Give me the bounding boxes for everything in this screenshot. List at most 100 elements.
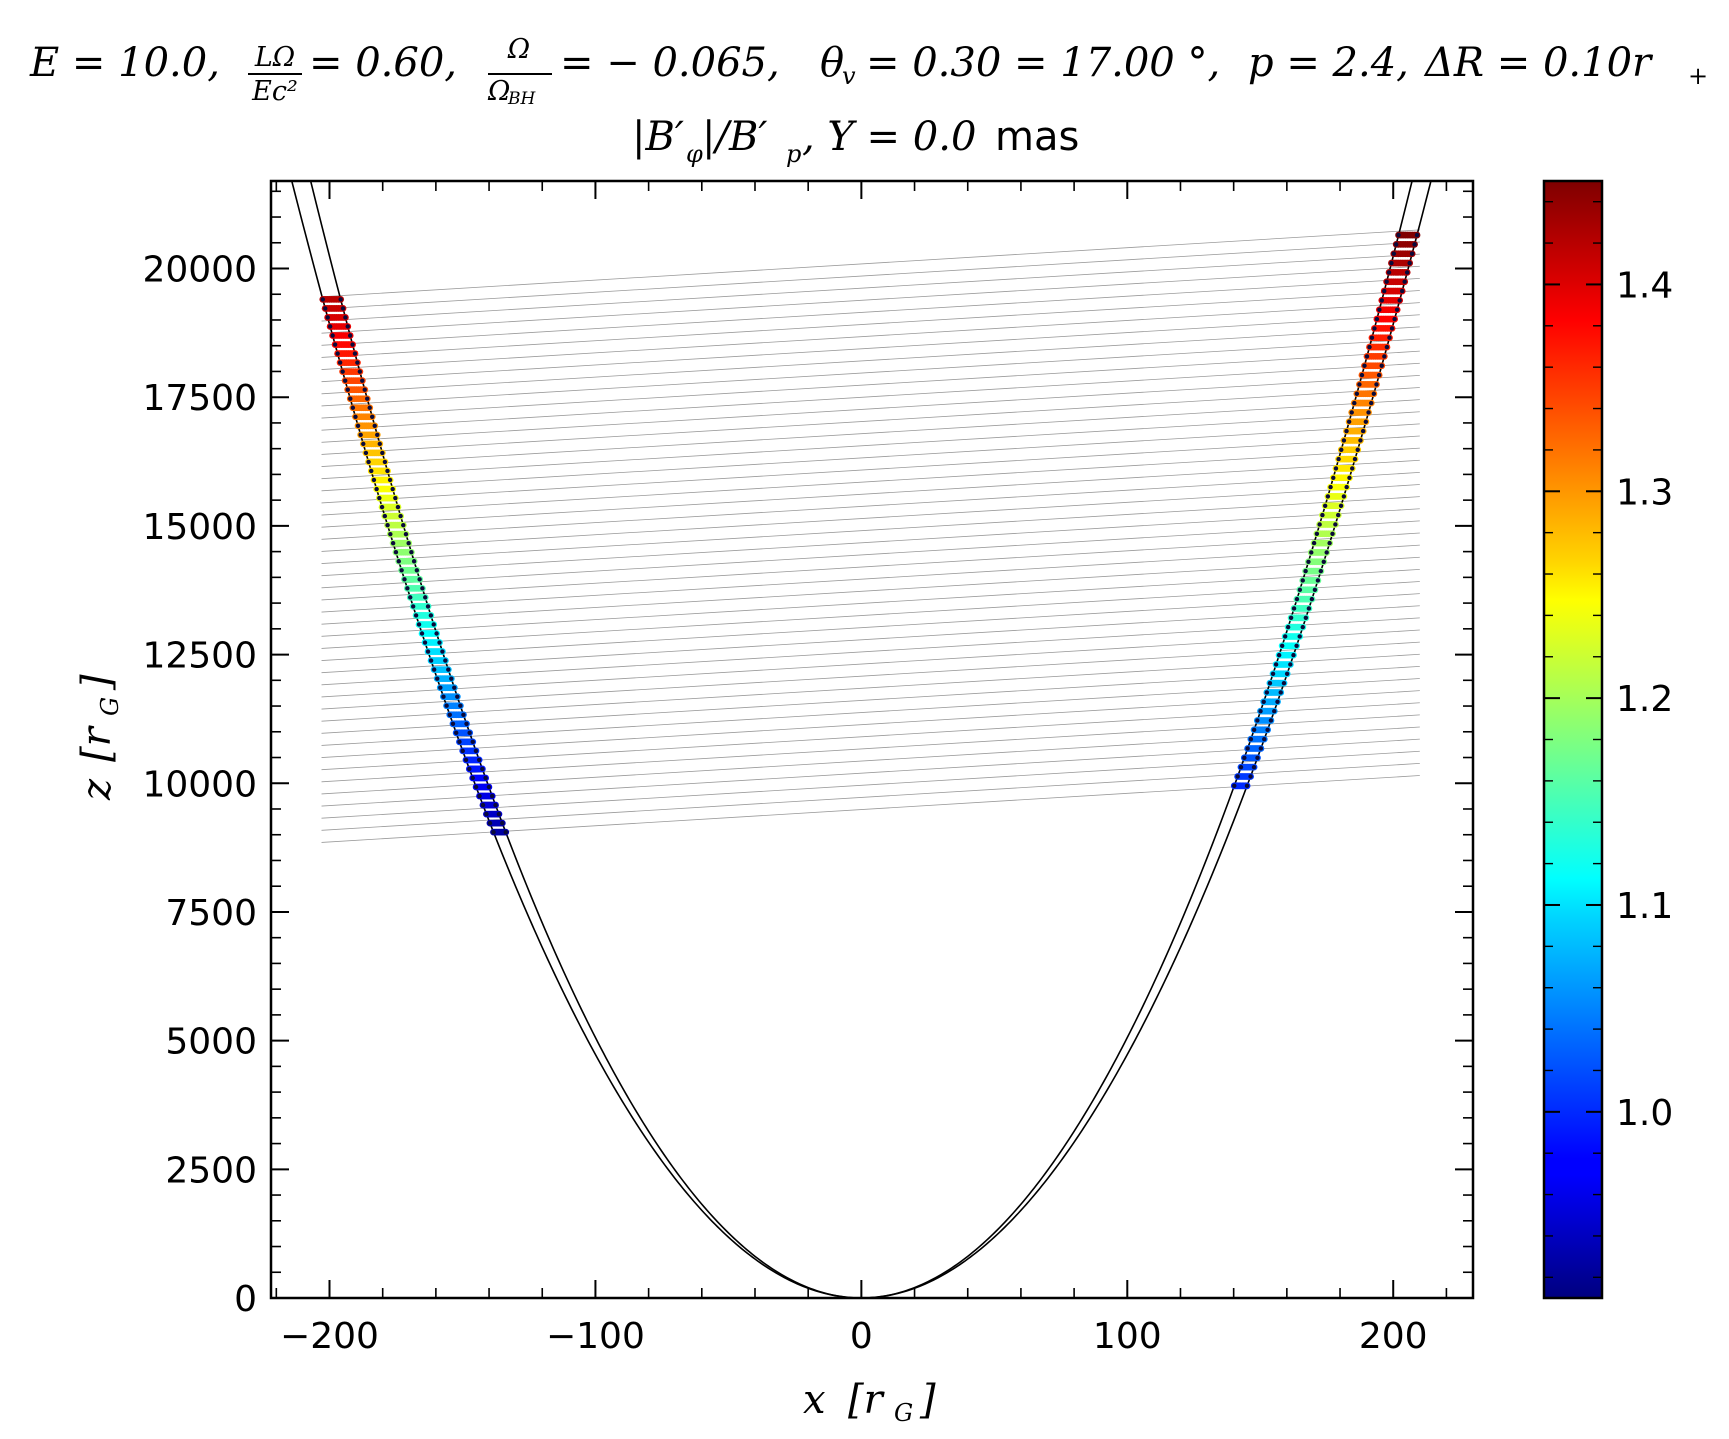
- right-branch-point-edge: [1338, 503, 1344, 508]
- sight-line: [321, 544, 1420, 613]
- left-branch-point-edge: [406, 540, 411, 546]
- colorbar-tick-label: 1.0: [1616, 1093, 1673, 1134]
- right-branch-point-edge: [1265, 727, 1270, 733]
- sight-line: [321, 629, 1420, 698]
- right-branch-point-edge: [1270, 671, 1276, 677]
- left-branch-point-edge: [327, 324, 333, 329]
- right-branch-point-edge: [1349, 410, 1354, 415]
- left-branch-point-edge: [398, 513, 403, 519]
- right-branch-point-edge: [1248, 736, 1254, 742]
- left-branch-point-edge: [484, 811, 489, 817]
- left-branch-point-edge: [496, 811, 502, 817]
- right-branch-point-edge: [1248, 774, 1253, 779]
- right-branch-point-edge: [1328, 484, 1333, 490]
- right-branch-point-edge: [1294, 596, 1300, 602]
- right-branch-point-edge: [1324, 550, 1329, 555]
- left-branch-point-edge: [443, 658, 448, 663]
- left-branch-point-edge: [410, 604, 416, 609]
- left-branch-point-edge: [323, 306, 328, 311]
- left-branch-point-edge: [444, 703, 449, 708]
- y-axis-ticks: 0 2500 5000 7500 10000 12500 15000 17500 20000: [142, 190, 1473, 1320]
- right-branch-point-edge: [1367, 344, 1372, 350]
- x-axis-label: x [r G ]: [803, 1377, 936, 1427]
- right-branch-point-edge: [1267, 680, 1273, 686]
- right-branch-point-edge: [1272, 708, 1277, 714]
- right-branch-point-edge: [1297, 634, 1302, 639]
- left-branch-point-edge: [409, 550, 414, 555]
- left-branch-point-edge: [435, 676, 440, 681]
- x-axis-label-unit-sub: G: [894, 1399, 913, 1427]
- right-branch-point-edge: [1372, 326, 1377, 331]
- left-branch-point-edge: [365, 396, 370, 401]
- sight-line: [321, 229, 1420, 298]
- title2-b-p-sub: p: [786, 140, 801, 168]
- sight-line: [321, 593, 1420, 661]
- left-branch-point-edge: [395, 504, 401, 510]
- title-angular-momentum-fraction: LΩ Ec²: [248, 42, 302, 107]
- y-tick-label: 7500: [165, 893, 257, 934]
- right-branch-point-edge: [1386, 270, 1392, 275]
- right-branch-point-edge: [1238, 764, 1244, 770]
- title-theta-sub: v: [842, 62, 856, 90]
- sight-line: [321, 556, 1420, 625]
- sight-line: [321, 605, 1420, 674]
- sight-line: [321, 569, 1420, 637]
- sight-line: [321, 641, 1420, 710]
- left-branch-point-edge: [377, 495, 382, 501]
- right-branch-point-edge: [1309, 550, 1314, 555]
- left-branch-point-edge: [458, 703, 463, 708]
- title-omega-numerator: Ω: [507, 34, 530, 65]
- left-branch-point-edge: [408, 595, 413, 600]
- sight-line: [321, 253, 1420, 322]
- y-tick-label: 15000: [142, 507, 257, 548]
- sight-line: [321, 459, 1420, 528]
- left-branch-point-edge: [464, 721, 469, 726]
- title-energy: E = 10.0,: [29, 40, 220, 86]
- left-branch-point-edge: [355, 423, 361, 429]
- left-branch-point-edge: [385, 522, 390, 528]
- left-branch-point-edge: [461, 712, 466, 717]
- left-branch-point-edge: [393, 550, 399, 555]
- left-branch-point-edge: [401, 522, 406, 528]
- left-branch-point-edge: [379, 504, 385, 510]
- right-branch-point-edge: [1354, 391, 1360, 396]
- left-branch-point-edge: [366, 459, 371, 465]
- right-branch-point-edge: [1232, 783, 1237, 789]
- right-branch-point-edge: [1312, 587, 1318, 592]
- emission-points-group: [319, 231, 1421, 836]
- title-omega-denominator-sub: BH: [507, 89, 536, 109]
- right-branch-point-edge: [1320, 512, 1325, 518]
- colorbar-tick-label: 1.2: [1616, 679, 1673, 720]
- x-axis-label-close: ]: [919, 1377, 936, 1423]
- plot-area: [290, 181, 1432, 1298]
- colorbar-ticks: 1.0 1.1 1.2 1.3 1.4: [1544, 200, 1673, 1279]
- sight-line: [321, 581, 1420, 649]
- right-branch-point-edge: [1389, 260, 1394, 266]
- right-branch-point-edge: [1392, 316, 1397, 322]
- left-branch-point-edge: [417, 577, 422, 582]
- left-branch-point-edge: [446, 667, 451, 672]
- sight-line: [321, 362, 1420, 431]
- left-branch-point-edge: [422, 640, 428, 645]
- right-branch-point-edge: [1282, 634, 1288, 639]
- sight-line: [321, 532, 1420, 601]
- x-axis-ticks: −200 −100 0 100 200: [275, 181, 1448, 1357]
- sight-line: [321, 265, 1420, 334]
- left-branch-point-edge: [440, 649, 445, 654]
- right-branch-point-edge: [1357, 382, 1362, 387]
- left-branch-point-edge: [370, 414, 375, 419]
- right-branch-point-edge: [1369, 335, 1375, 340]
- left-branch-point-edge: [348, 396, 353, 401]
- left-branch-point-edge: [350, 405, 356, 410]
- left-branch-point-edge: [438, 685, 443, 690]
- right-branch-point-edge: [1261, 699, 1266, 705]
- right-branch-point-edge: [1394, 307, 1400, 312]
- right-branch-point-edge: [1347, 475, 1352, 480]
- left-branch-point-edge: [441, 694, 446, 699]
- left-branch-point-edge: [380, 450, 385, 456]
- right-branch-point-edge: [1258, 708, 1263, 714]
- right-branch-point-edge: [1391, 251, 1397, 256]
- right-branch-point-edge: [1311, 540, 1317, 546]
- left-branch-point-edge: [320, 297, 326, 302]
- right-branch-point-edge: [1288, 615, 1294, 620]
